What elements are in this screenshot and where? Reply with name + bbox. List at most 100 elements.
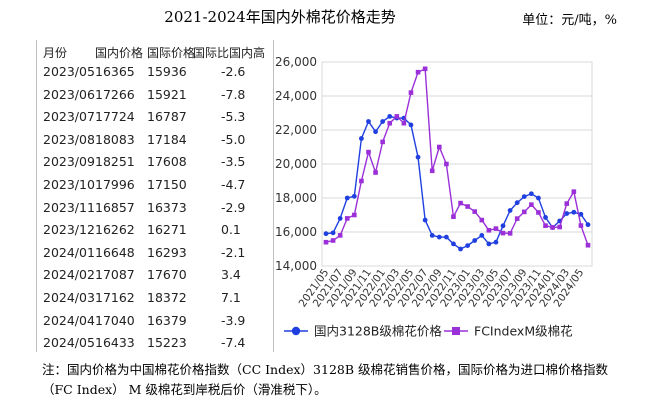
data-point xyxy=(578,211,584,217)
legend-label: FCIndexM级棉花 xyxy=(474,324,573,339)
cell-diff: -5.0 xyxy=(221,131,246,147)
data-point xyxy=(529,202,534,207)
data-point xyxy=(521,194,527,199)
data-point xyxy=(585,222,591,228)
data-point xyxy=(401,120,407,126)
cell-diff: 3.4 xyxy=(221,267,241,283)
data-point xyxy=(585,242,591,248)
data-point xyxy=(330,238,336,243)
legend-marker xyxy=(452,327,460,335)
cell-international: 17608 xyxy=(147,154,187,170)
table-row: 2023/10 17996 17150 -4.7 xyxy=(39,177,273,197)
data-point xyxy=(415,69,421,75)
table-row: 2024/02 17087 17670 3.4 xyxy=(39,267,273,287)
cell-month: 2024/02 xyxy=(43,267,95,283)
header-domestic: 国内价格 xyxy=(95,46,144,60)
cell-international: 15223 xyxy=(147,335,187,351)
y-tick-label: 16,000 xyxy=(275,225,317,239)
y-tick-label: 26,000 xyxy=(275,55,317,69)
cell-month: 2023/06 xyxy=(43,86,95,102)
data-point xyxy=(337,216,343,221)
data-point xyxy=(543,215,548,220)
cell-month: 2023/08 xyxy=(43,131,95,147)
data-point xyxy=(436,144,442,150)
data-point xyxy=(366,119,371,124)
cell-month: 2024/05 xyxy=(43,335,95,351)
data-point xyxy=(444,161,449,167)
data-point xyxy=(472,209,478,214)
data-point xyxy=(472,238,478,243)
cell-month: 2023/10 xyxy=(43,177,95,192)
cell-month: 2024/04 xyxy=(43,312,95,328)
series-line xyxy=(325,67,589,246)
data-point xyxy=(451,241,456,247)
data-point xyxy=(571,189,577,194)
cell-diff: -3.9 xyxy=(221,312,246,328)
cell-diff: -2.6 xyxy=(221,64,246,79)
data-point xyxy=(507,208,513,213)
cell-domestic: 17087 xyxy=(95,267,135,283)
data-point xyxy=(387,114,393,119)
table-row: 2023/08 18083 17184 -5.0 xyxy=(39,132,273,152)
cell-diff: 7.1 xyxy=(221,290,241,305)
cell-diff: -7.8 xyxy=(221,86,246,102)
data-point xyxy=(500,223,506,229)
data-point xyxy=(486,241,492,247)
data-point xyxy=(366,149,371,155)
table-row: 2024/05 16433 15223 -7.4 xyxy=(39,335,273,355)
footnote: 注：国内价格为中国棉花价格指数（CC Index）3128B 级棉花销售价格，国… xyxy=(42,362,609,397)
page-title: 2021-2024年国内外棉花价格走势 xyxy=(164,8,396,26)
cell-international: 16373 xyxy=(147,199,187,215)
data-point xyxy=(429,168,435,174)
data-point xyxy=(359,178,364,184)
data-point xyxy=(479,233,485,238)
cell-month: 2024/03 xyxy=(43,290,95,305)
table-header: 月份 国内价格 国际价格 国际比国内高 xyxy=(39,44,273,62)
cell-international: 16787 xyxy=(147,109,187,125)
cell-month: 2023/12 xyxy=(43,222,95,238)
table-row: 2023/06 17266 15921 -7.8 xyxy=(39,87,273,107)
y-tick-label: 24,000 xyxy=(275,89,317,103)
data-point xyxy=(330,230,336,236)
legend-label: 国内3128B级棉花价格 xyxy=(314,324,442,339)
cell-month: 2023/07 xyxy=(43,109,95,125)
table-row: 2024/03 17162 18372 7.1 xyxy=(39,290,273,310)
data-point xyxy=(429,233,435,238)
table-row: 2023/12 16262 16271 0.1 xyxy=(39,222,273,242)
cell-international: 17670 xyxy=(147,267,187,283)
cell-domestic: 16857 xyxy=(95,199,135,215)
data-point xyxy=(415,154,421,160)
header-month: 月份 xyxy=(43,46,68,60)
cell-diff: 0.1 xyxy=(221,222,241,238)
data-point xyxy=(514,200,520,206)
table-row: 2023/11 16857 16373 -2.9 xyxy=(39,200,273,220)
legend-marker xyxy=(291,326,301,336)
cell-month: 2023/05 xyxy=(43,64,95,79)
cell-diff: -2.9 xyxy=(221,199,246,215)
data-point xyxy=(528,191,534,197)
data-point xyxy=(337,233,343,238)
cell-domestic: 18251 xyxy=(95,154,135,170)
cell-international: 17150 xyxy=(147,177,187,192)
data-point xyxy=(359,136,364,141)
data-point xyxy=(351,193,357,199)
data-point xyxy=(458,246,463,252)
data-point xyxy=(408,90,414,95)
data-point xyxy=(514,216,520,221)
data-point xyxy=(521,209,527,215)
cell-domestic: 18083 xyxy=(95,131,135,147)
y-tick-label: 18,000 xyxy=(275,191,317,205)
cell-domestic: 16262 xyxy=(95,222,135,238)
data-point xyxy=(323,231,329,237)
data-point xyxy=(344,216,350,221)
unit-label: 单位：元/吨，% xyxy=(522,13,617,28)
data-point xyxy=(323,239,329,245)
data-point xyxy=(479,217,485,223)
price-line-chart: 14,000 16,000 18,000 20,000 22,000 24,000 26,0… xyxy=(275,55,593,339)
cell-diff: -2.1 xyxy=(221,244,246,260)
cell-domestic: 17162 xyxy=(95,290,135,305)
data-point xyxy=(564,211,570,216)
cell-international: 18372 xyxy=(147,290,187,305)
data-point xyxy=(373,170,378,175)
cell-domestic: 16365 xyxy=(95,64,135,79)
